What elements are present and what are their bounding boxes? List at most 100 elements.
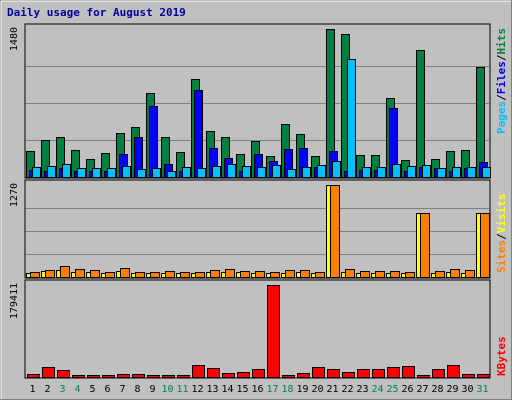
- bar-pages-day-26: [407, 166, 416, 178]
- legend-sites-visits-part-0: Sites: [495, 240, 508, 273]
- bar-hits-day-27: [416, 50, 425, 178]
- day-label-24: 24: [371, 384, 383, 395]
- bar-kbytes-day-24: [372, 369, 385, 378]
- day-label-14: 14: [221, 384, 233, 395]
- bar-sites-day-13: [210, 270, 220, 278]
- bar-kbytes-day-25: [387, 367, 400, 378]
- bar-pages-day-8: [137, 169, 146, 178]
- panel-kbytes: 179411: [9, 279, 491, 379]
- day-label-20: 20: [311, 384, 323, 395]
- bar-kbytes-day-15: [237, 372, 250, 378]
- legend-kbytes: KBytes: [495, 336, 508, 376]
- bar-pages-day-17: [272, 165, 281, 178]
- day-label-4: 4: [74, 384, 80, 395]
- bar-sites-day-9: [150, 272, 160, 278]
- y-max-label: 179411: [9, 283, 20, 319]
- legend-kbytes-part-0: KBytes: [495, 336, 508, 376]
- bar-kbytes-day-27: [417, 375, 430, 378]
- day-label-3: 3: [59, 384, 65, 395]
- bar-kbytes-day-29: [447, 365, 460, 378]
- day-label-2: 2: [44, 384, 50, 395]
- day-label-29: 29: [446, 384, 458, 395]
- bar-sites-day-24: [375, 271, 385, 278]
- bar-sites-day-29: [450, 269, 460, 278]
- bar-kbytes-day-17: [267, 285, 280, 378]
- bar-sites-day-17: [270, 272, 280, 278]
- day-label-21: 21: [326, 384, 338, 395]
- bar-kbytes-day-2: [42, 367, 55, 378]
- bar-kbytes-day-18: [282, 375, 295, 378]
- bar-sites-day-15: [240, 271, 250, 278]
- day-label-9: 9: [149, 384, 155, 395]
- bar-hits-day-31: [476, 67, 485, 178]
- day-label-15: 15: [236, 384, 248, 395]
- bar-pages-day-2: [47, 166, 56, 178]
- day-label-30: 30: [461, 384, 473, 395]
- bar-files-day-9: [149, 106, 158, 178]
- bar-pages-day-20: [317, 165, 326, 178]
- day-label-23: 23: [356, 384, 368, 395]
- day-label-11: 11: [176, 384, 188, 395]
- bar-kbytes-day-1: [27, 374, 40, 378]
- day-label-31: 31: [476, 384, 488, 395]
- day-label-5: 5: [89, 384, 95, 395]
- day-label-7: 7: [119, 384, 125, 395]
- bar-sites-day-14: [225, 269, 235, 278]
- legend-pages-files-hits-part-4: Hits: [495, 28, 508, 55]
- legend-pages-files-hits-part-1: /: [495, 94, 508, 101]
- bar-kbytes-day-7: [117, 374, 130, 378]
- chart-title: Daily usage for August 2019: [7, 6, 186, 19]
- bar-sites-day-8: [135, 272, 145, 278]
- day-label-1: 1: [29, 384, 35, 395]
- bar-pages-day-6: [107, 168, 116, 178]
- bar-kbytes-day-14: [222, 373, 235, 378]
- bar-kbytes-day-9: [147, 375, 160, 378]
- day-label-10: 10: [161, 384, 173, 395]
- bar-pages-day-25: [392, 164, 401, 178]
- bar-pages-day-15: [242, 166, 251, 178]
- bar-sites-day-10: [165, 271, 175, 278]
- bar-pages-day-29: [452, 167, 461, 178]
- chart-panels: 1480 1270 179411: [9, 23, 491, 379]
- bar-sites-day-18: [285, 270, 295, 278]
- bar-sites-day-1: [30, 272, 40, 278]
- bar-kbytes-day-20: [312, 367, 325, 378]
- day-label-19: 19: [296, 384, 308, 395]
- bar-pages-day-13: [212, 166, 221, 178]
- legend-pages-files-hits: Pages/Files/Hits: [495, 28, 508, 134]
- bar-kbytes-day-21: [327, 369, 340, 378]
- bar-sites-day-16: [255, 271, 265, 278]
- bar-pages-day-16: [257, 167, 266, 178]
- bar-sites-day-30: [465, 270, 475, 278]
- bar-kbytes-day-13: [207, 368, 220, 378]
- day-label-28: 28: [431, 384, 443, 395]
- bar-pages-day-7: [122, 166, 131, 178]
- bar-sites-day-7: [120, 268, 130, 278]
- bar-pages-day-5: [92, 168, 101, 178]
- bar-pages-day-28: [437, 168, 446, 178]
- bar-pages-day-11: [182, 167, 191, 178]
- bar-sites-day-11: [180, 272, 190, 278]
- bar-pages-day-9: [152, 168, 161, 178]
- bar-kbytes-day-22: [342, 372, 355, 378]
- day-label-22: 22: [341, 384, 353, 395]
- day-label-26: 26: [401, 384, 413, 395]
- bar-pages-day-22: [347, 59, 356, 178]
- panel-frame: [24, 279, 491, 379]
- bar-sites-day-20: [315, 272, 325, 278]
- bar-sites-day-19: [300, 270, 310, 278]
- bar-pages-day-21: [332, 161, 341, 178]
- legend-pages-files-hits-part-0: Pages: [495, 101, 508, 134]
- bar-sites-day-3: [60, 266, 70, 278]
- bar-pages-day-27: [422, 165, 431, 178]
- bar-sites-day-4: [75, 269, 85, 278]
- bar-kbytes-day-4: [72, 375, 85, 378]
- bar-pages-day-3: [62, 164, 71, 178]
- day-label-16: 16: [251, 384, 263, 395]
- bar-pages-day-12: [197, 168, 206, 178]
- bar-kbytes-day-28: [432, 369, 445, 378]
- bar-kbytes-day-31: [477, 374, 490, 378]
- bar-sites-day-25: [390, 271, 400, 278]
